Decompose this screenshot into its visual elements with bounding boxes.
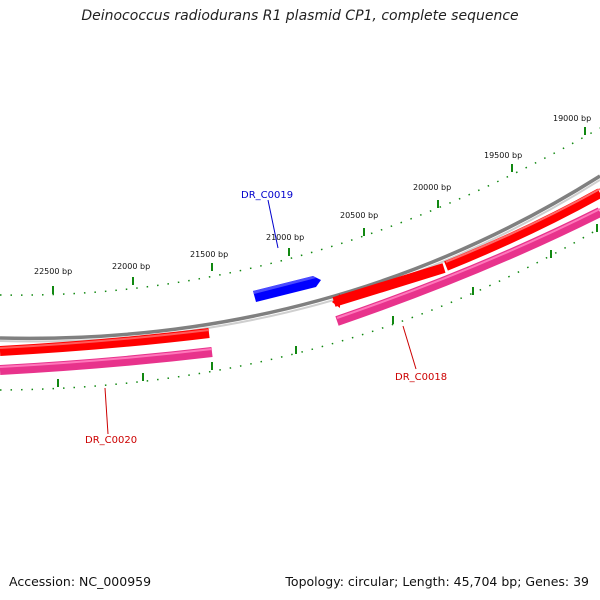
tick-label-22500: 22500 bp [34,267,72,276]
tick-label-19500: 19500 bp [484,151,522,160]
backbone-ring [0,174,600,341]
gene-arrow-dr-c0018 [332,294,340,308]
gene-bar-dr-c0020-forward [0,328,210,356]
gene-bar-dr-c0020-forward-highlight [0,329,210,349]
accession-label: Accession: NC_000959 [9,574,152,589]
tick-label-20500: 20500 bp [340,211,378,220]
bp-tick-labels: 19000 bp 19500 bp 20000 bp 20500 bp 21000 bp… [34,114,591,276]
outer-tick-ring [0,127,600,296]
tick-label-21000: 21000 bp [266,233,304,242]
tick-label-21500: 21500 bp [190,250,228,259]
gene-label-dr-c0020: DR_C0020 [85,435,137,446]
leader-dr-c0020 [104,387,109,435]
cds-bar-dr-c0018-highlight [336,208,600,319]
leader-dr-c0019 [267,199,279,249]
tick-label-19000: 19000 bp [553,114,591,123]
gene-label-dr-c0018: DR_C0018 [395,372,447,383]
topology-summary: Topology: circular; Length: 45,704 bp; G… [285,574,589,589]
gene-bar-next-forward [444,188,600,271]
tick-label-20000: 20000 bp [413,183,451,192]
gene-bar-dr-c0019 [253,276,321,302]
gene-label-dr-c0019: DR_C0019 [241,190,293,201]
cds-bar-dr-c0020 [0,347,213,375]
map-title: Deinococcus radiodurans R1 plasmid CP1, … [81,8,519,24]
backbone-ring-shadow [0,179,600,343]
gene-bar-dr-c0019-highlight [253,276,316,294]
gene-bar-next-forward-highlight [445,188,600,263]
gene-bar-dr-c0018 [332,263,446,307]
leader-dr-c0018 [402,325,417,370]
cds-bar-dr-c0020-highlight [0,348,213,368]
tick-label-22000: 22000 bp [112,262,150,271]
outer-major-ticks [52,127,586,294]
inner-major-ticks [57,224,598,387]
cds-bar-dr-c0018 [335,207,600,326]
